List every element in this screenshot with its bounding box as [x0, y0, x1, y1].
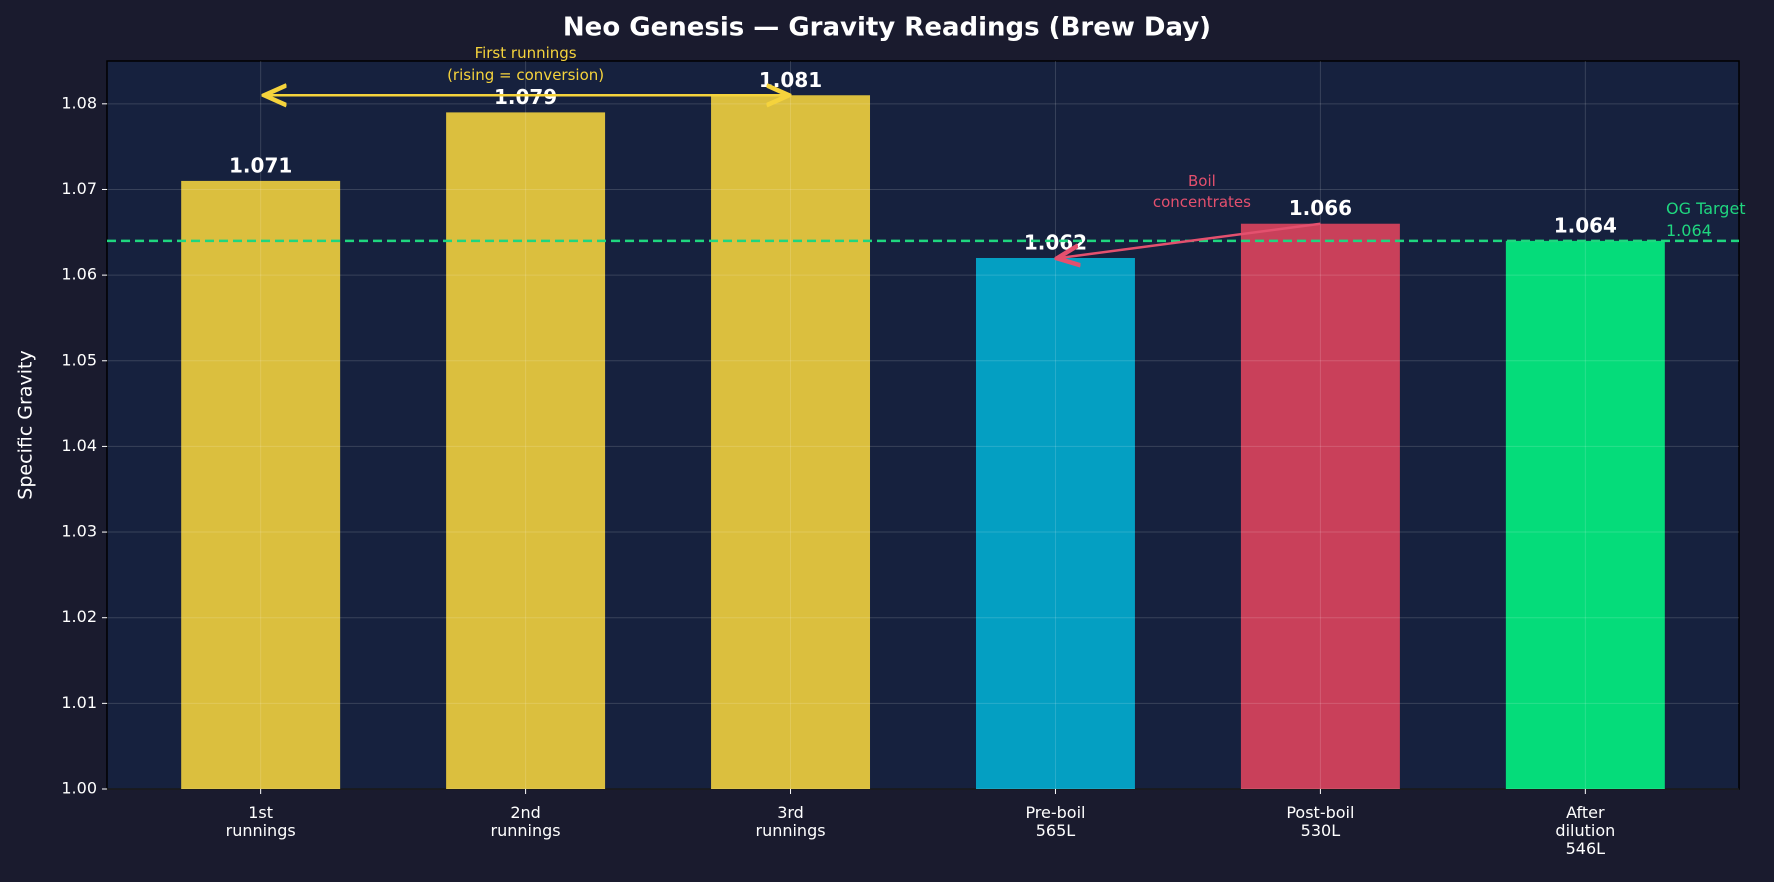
y-tick-label: 1.05	[61, 350, 97, 369]
value-label: 1.066	[1289, 196, 1352, 220]
bar	[1505, 240, 1665, 789]
y-tick-label: 1.08	[61, 93, 97, 112]
chart-title: Neo Genesis — Gravity Readings (Brew Day…	[563, 13, 1211, 43]
x-tick-label: Post-boil 530L	[1286, 803, 1354, 840]
bar	[181, 180, 341, 789]
x-tick-label: 2nd runnings	[491, 803, 561, 840]
annotation-arrow	[1059, 222, 1321, 258]
annotation: First runnings (rising = conversion)	[447, 44, 604, 84]
bar	[711, 95, 871, 789]
reference-label: OG Target 1.064	[1666, 198, 1746, 239]
value-label: 1.079	[494, 85, 557, 109]
reference-value: 1.064	[1666, 220, 1712, 239]
y-tick-label: 1.01	[61, 693, 97, 712]
bar	[975, 257, 1135, 789]
value-label: 1.062	[1024, 230, 1087, 254]
y-tick-label: 1.06	[61, 265, 97, 284]
x-tick-label: 1st runnings	[226, 803, 296, 840]
y-tick-label: 1.07	[61, 179, 97, 198]
y-axis-label: Specific Gravity	[15, 350, 37, 499]
plot-area	[106, 60, 1740, 790]
bar	[1240, 223, 1400, 789]
y-tick-label: 1.00	[61, 779, 97, 798]
value-label: 1.071	[229, 153, 292, 177]
x-tick-label: Pre-boil 565L	[1025, 803, 1085, 840]
bar	[446, 112, 606, 789]
reference-name: OG Target	[1666, 198, 1746, 217]
value-label: 1.064	[1554, 213, 1617, 237]
annotation: Boil concentrates	[1153, 172, 1251, 211]
x-tick-label: 3rd runnings	[755, 803, 825, 840]
y-tick-label: 1.04	[61, 436, 97, 455]
value-label: 1.081	[759, 68, 822, 92]
y-tick-label: 1.03	[61, 522, 97, 541]
x-tick-label: After dilution 546L	[1555, 803, 1615, 858]
y-tick-label: 1.02	[61, 607, 97, 626]
